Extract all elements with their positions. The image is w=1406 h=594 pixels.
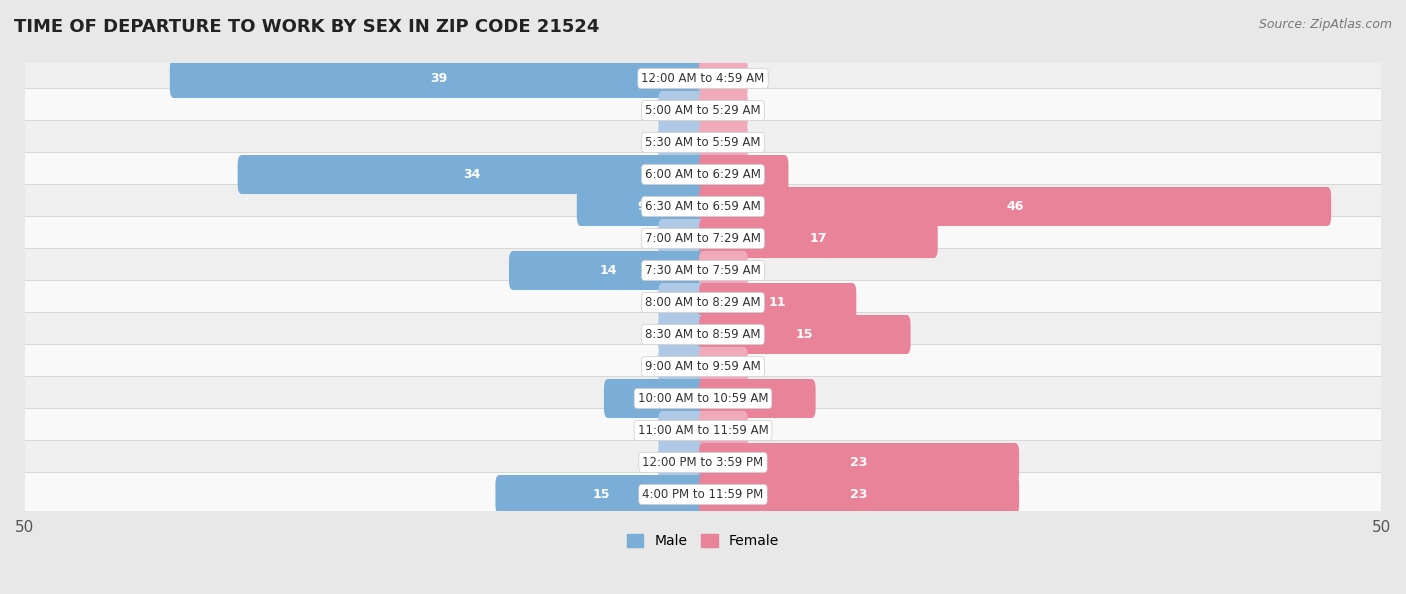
FancyBboxPatch shape <box>699 187 1331 226</box>
FancyBboxPatch shape <box>658 219 707 258</box>
Text: 15: 15 <box>796 328 814 341</box>
FancyBboxPatch shape <box>699 475 1019 514</box>
Legend: Male, Female: Male, Female <box>627 535 779 548</box>
Text: 4:00 PM to 11:59 PM: 4:00 PM to 11:59 PM <box>643 488 763 501</box>
FancyBboxPatch shape <box>21 440 1385 485</box>
FancyBboxPatch shape <box>699 123 748 162</box>
FancyBboxPatch shape <box>509 251 707 290</box>
FancyBboxPatch shape <box>699 219 938 258</box>
Text: 0: 0 <box>644 232 651 245</box>
Text: 11:00 AM to 11:59 AM: 11:00 AM to 11:59 AM <box>638 424 768 437</box>
Text: 7:00 AM to 7:29 AM: 7:00 AM to 7:29 AM <box>645 232 761 245</box>
FancyBboxPatch shape <box>576 187 707 226</box>
Text: Source: ZipAtlas.com: Source: ZipAtlas.com <box>1258 18 1392 31</box>
Text: 6:30 AM to 6:59 AM: 6:30 AM to 6:59 AM <box>645 200 761 213</box>
FancyBboxPatch shape <box>605 379 707 418</box>
Text: 0: 0 <box>755 72 762 85</box>
Text: 8:00 AM to 8:29 AM: 8:00 AM to 8:29 AM <box>645 296 761 309</box>
Text: 14: 14 <box>599 264 617 277</box>
FancyBboxPatch shape <box>170 59 707 98</box>
FancyBboxPatch shape <box>658 411 707 450</box>
FancyBboxPatch shape <box>658 443 707 482</box>
Text: 11: 11 <box>769 296 786 309</box>
Text: 6: 6 <box>740 168 748 181</box>
Text: 0: 0 <box>755 360 762 373</box>
FancyBboxPatch shape <box>21 153 1385 197</box>
FancyBboxPatch shape <box>699 347 748 386</box>
FancyBboxPatch shape <box>21 280 1385 324</box>
Text: 6:00 AM to 6:29 AM: 6:00 AM to 6:29 AM <box>645 168 761 181</box>
FancyBboxPatch shape <box>658 347 707 386</box>
Text: 46: 46 <box>1007 200 1024 213</box>
FancyBboxPatch shape <box>699 315 911 354</box>
Text: 0: 0 <box>755 136 762 149</box>
FancyBboxPatch shape <box>658 123 707 162</box>
FancyBboxPatch shape <box>21 248 1385 293</box>
FancyBboxPatch shape <box>658 315 707 354</box>
FancyBboxPatch shape <box>21 121 1385 165</box>
FancyBboxPatch shape <box>699 251 748 290</box>
Text: 0: 0 <box>644 360 651 373</box>
FancyBboxPatch shape <box>699 155 789 194</box>
FancyBboxPatch shape <box>21 409 1385 453</box>
FancyBboxPatch shape <box>21 472 1385 517</box>
Text: 7:30 AM to 7:59 AM: 7:30 AM to 7:59 AM <box>645 264 761 277</box>
FancyBboxPatch shape <box>21 377 1385 421</box>
Text: 17: 17 <box>810 232 827 245</box>
Text: 23: 23 <box>851 488 868 501</box>
Text: 23: 23 <box>851 456 868 469</box>
Text: 15: 15 <box>592 488 610 501</box>
FancyBboxPatch shape <box>21 56 1385 100</box>
Text: 9: 9 <box>638 200 647 213</box>
Text: 39: 39 <box>430 72 447 85</box>
FancyBboxPatch shape <box>238 155 707 194</box>
Text: 10:00 AM to 10:59 AM: 10:00 AM to 10:59 AM <box>638 392 768 405</box>
Text: 12:00 AM to 4:59 AM: 12:00 AM to 4:59 AM <box>641 72 765 85</box>
FancyBboxPatch shape <box>21 345 1385 388</box>
FancyBboxPatch shape <box>699 59 748 98</box>
Text: 8: 8 <box>754 392 762 405</box>
Text: 12:00 PM to 3:59 PM: 12:00 PM to 3:59 PM <box>643 456 763 469</box>
Text: 0: 0 <box>644 328 651 341</box>
FancyBboxPatch shape <box>699 443 1019 482</box>
FancyBboxPatch shape <box>495 475 707 514</box>
Text: 0: 0 <box>644 136 651 149</box>
Text: 0: 0 <box>755 104 762 117</box>
Text: 0: 0 <box>755 264 762 277</box>
FancyBboxPatch shape <box>21 216 1385 261</box>
Text: 0: 0 <box>644 104 651 117</box>
FancyBboxPatch shape <box>21 312 1385 356</box>
FancyBboxPatch shape <box>699 283 856 322</box>
FancyBboxPatch shape <box>21 89 1385 132</box>
Text: 0: 0 <box>644 296 651 309</box>
Text: 8:30 AM to 8:59 AM: 8:30 AM to 8:59 AM <box>645 328 761 341</box>
Text: 7: 7 <box>651 392 659 405</box>
FancyBboxPatch shape <box>699 379 815 418</box>
Text: 34: 34 <box>464 168 481 181</box>
Text: TIME OF DEPARTURE TO WORK BY SEX IN ZIP CODE 21524: TIME OF DEPARTURE TO WORK BY SEX IN ZIP … <box>14 18 599 36</box>
Text: 5:00 AM to 5:29 AM: 5:00 AM to 5:29 AM <box>645 104 761 117</box>
FancyBboxPatch shape <box>699 91 748 130</box>
Text: 9:00 AM to 9:59 AM: 9:00 AM to 9:59 AM <box>645 360 761 373</box>
Text: 0: 0 <box>755 424 762 437</box>
FancyBboxPatch shape <box>699 411 748 450</box>
Text: 0: 0 <box>644 424 651 437</box>
Text: 5:30 AM to 5:59 AM: 5:30 AM to 5:59 AM <box>645 136 761 149</box>
FancyBboxPatch shape <box>658 91 707 130</box>
Text: 0: 0 <box>644 456 651 469</box>
FancyBboxPatch shape <box>21 184 1385 229</box>
FancyBboxPatch shape <box>658 283 707 322</box>
